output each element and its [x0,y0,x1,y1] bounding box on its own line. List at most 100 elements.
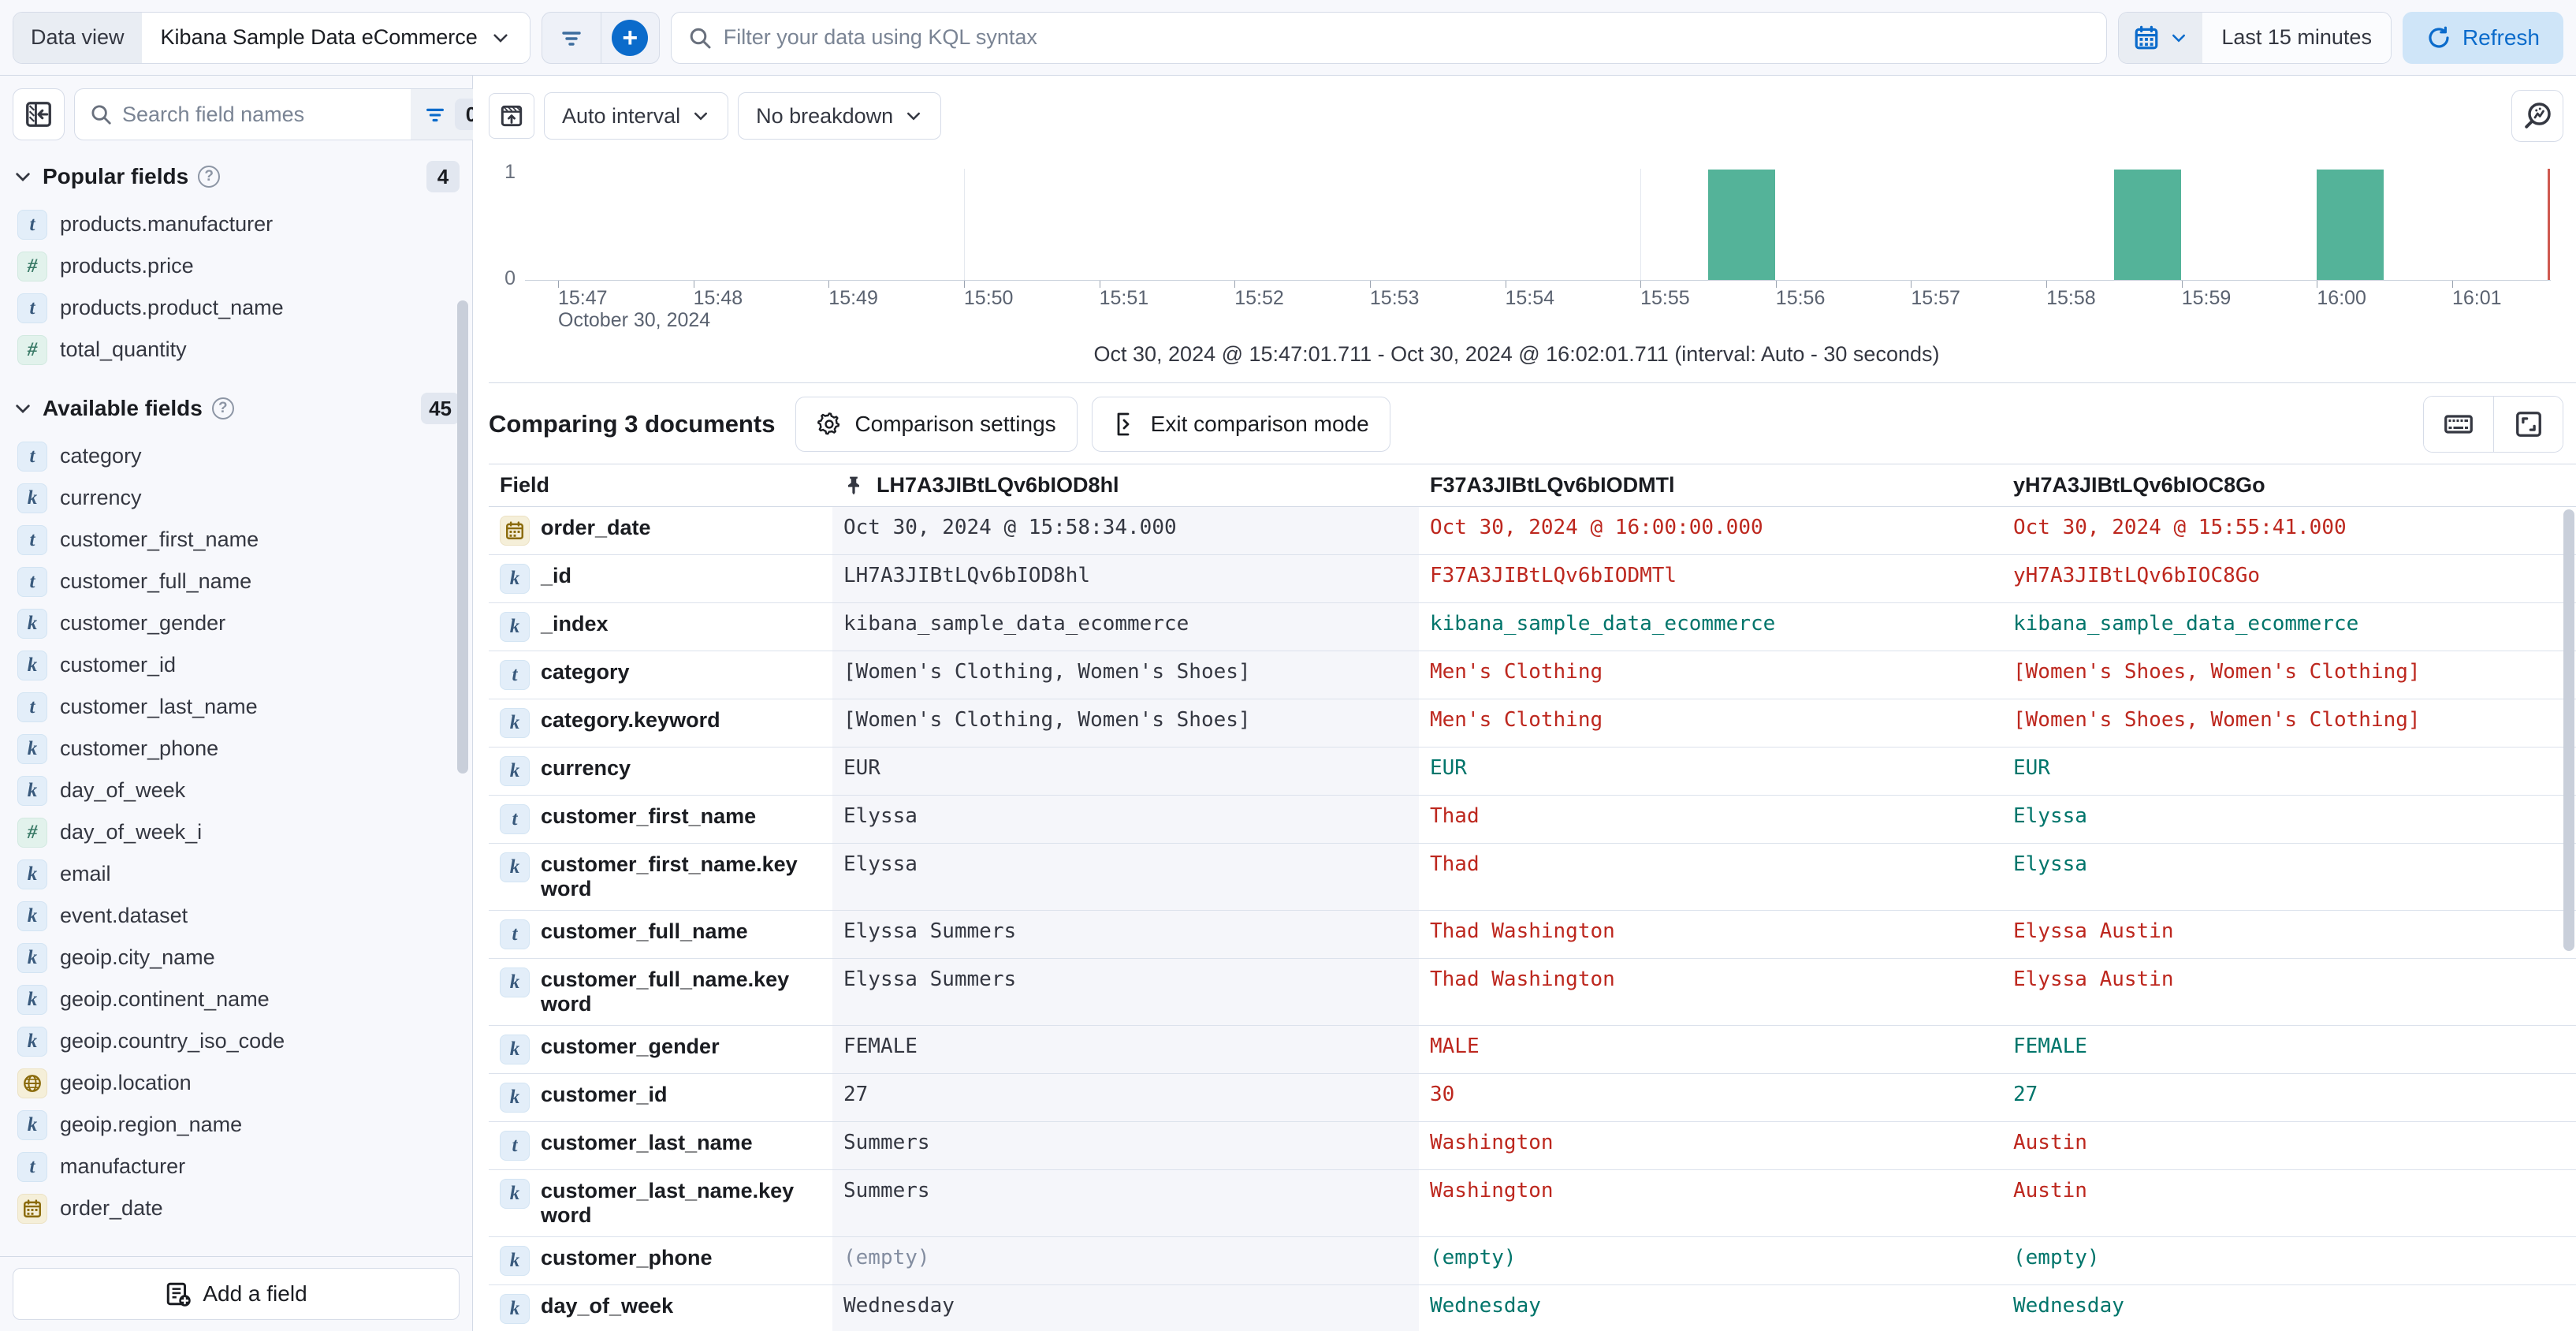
doc-cell[interactable]: EUR [2013,756,2050,780]
base-doc-cell[interactable]: (empty) [832,1237,1419,1284]
doc-cell[interactable]: Thad [1430,852,1480,876]
field-cell[interactable]: k customer_phone [489,1237,832,1284]
time-range-value[interactable]: Last 15 minutes [2202,12,2391,63]
filter-button[interactable] [542,13,601,63]
field-cell[interactable]: k customer_last_name.keyword [489,1170,832,1236]
field-cell[interactable]: k _index [489,603,832,651]
sidebar-field-item[interactable]: t customer_last_name [13,686,460,728]
field-cell[interactable]: t customer_full_name [489,911,832,958]
doc-cell[interactable]: Elyssa [2013,804,2087,828]
field-cell[interactable]: k customer_gender [489,1026,832,1073]
sidebar-field-item[interactable]: t category [13,435,460,477]
sidebar-field-item[interactable]: k currency [13,477,460,519]
base-doc-column-header[interactable]: LH7A3JIBtLQv6bIOD8hl [832,464,1419,506]
doc-cell[interactable]: yH7A3JIBtLQv6bIOC8Go [2013,564,2261,587]
doc-cell[interactable]: (empty) [2013,1246,2100,1269]
field-cell[interactable]: order_date [489,507,832,554]
sidebar-field-item[interactable]: k customer_id [13,644,460,686]
doc-cell[interactable]: Elyssa Austin [2013,919,2174,943]
doc-cell[interactable]: Oct 30, 2024 @ 16:00:00.000 [1430,516,1763,539]
sidebar-field-item[interactable]: # products.price [13,245,460,287]
popular-fields-section-header[interactable]: Popular fields ? 4 [13,155,460,199]
available-fields-section-header[interactable]: Available fields ? 45 [13,386,460,431]
comparison-settings-button[interactable]: Comparison settings [795,397,1078,452]
doc-cell[interactable]: [Women's Shoes, Women's Clothing] [2013,708,2421,732]
doc-cell[interactable]: 30 [1430,1083,1455,1106]
doc-cell[interactable]: Elyssa Austin [2013,967,2174,991]
data-view-select[interactable]: Kibana Sample Data eCommerce [141,12,530,63]
sidebar-field-item[interactable]: t manufacturer [13,1146,460,1187]
base-doc-cell[interactable]: Oct 30, 2024 @ 15:58:34.000 [832,507,1419,554]
field-cell[interactable]: k category.keyword [489,699,832,747]
field-cell[interactable]: k customer_id [489,1074,832,1121]
doc-cell[interactable]: FEMALE [2013,1035,2087,1058]
doc-cell[interactable]: Elyssa [2013,852,2087,876]
doc-cell[interactable]: (empty) [1430,1246,1517,1269]
base-doc-cell[interactable]: Summers [832,1122,1419,1169]
doc-column-header[interactable]: yH7A3JIBtLQv6bIOC8Go [2013,473,2265,497]
field-search-input[interactable] [122,102,401,127]
sidebar-field-item[interactable]: k geoip.continent_name [13,979,460,1020]
exit-comparison-button[interactable]: Exit comparison mode [1091,397,1390,452]
add-filter-button[interactable]: + [600,12,659,63]
field-column-header[interactable]: Field [500,473,550,497]
add-field-button[interactable]: Add a field [13,1268,460,1320]
doc-cell[interactable]: F37A3JIBtLQv6bIODMTl [1430,564,1677,587]
sidebar-field-item[interactable]: k customer_phone [13,728,460,770]
doc-cell[interactable]: Thad Washington [1430,919,1615,943]
field-cell[interactable]: t customer_first_name [489,796,832,843]
sidebar-field-item[interactable]: k geoip.region_name [13,1104,460,1146]
doc-cell[interactable]: MALE [1430,1035,1480,1058]
base-doc-cell[interactable]: LH7A3JIBtLQv6bIOD8hl [832,555,1419,602]
field-cell[interactable]: k customer_full_name.keyword [489,959,832,1025]
sidebar-field-item[interactable]: k email [13,853,460,895]
collapse-sidebar-button[interactable] [13,88,65,140]
doc-cell[interactable]: [Women's Shoes, Women's Clothing] [2013,660,2421,684]
base-doc-cell[interactable]: EUR [832,748,1419,795]
field-filter-icon[interactable] [423,103,447,126]
field-cell[interactable]: t category [489,651,832,699]
keyboard-shortcuts-button[interactable] [2424,397,2493,452]
doc-cell[interactable]: Wednesday [1430,1294,1541,1318]
sidebar-field-item[interactable]: k customer_gender [13,602,460,644]
kql-query-input[interactable] [723,25,2091,50]
base-doc-cell[interactable]: Elyssa [832,796,1419,843]
sidebar-field-item[interactable]: k day_of_week [13,770,460,811]
sidebar-scrollbar[interactable] [457,300,468,774]
doc-cell[interactable]: Wednesday [2013,1294,2124,1318]
histogram-bar[interactable] [2317,170,2384,280]
doc-cell[interactable]: EUR [1430,756,1467,780]
hide-chart-button[interactable] [489,93,534,139]
sidebar-field-item[interactable]: t products.manufacturer [13,203,460,245]
base-doc-cell[interactable]: [Women's Clothing, Women's Shoes] [832,651,1419,699]
sidebar-field-item[interactable]: t customer_full_name [13,561,460,602]
doc-cell[interactable]: Men's Clothing [1430,708,1603,732]
sidebar-field-item[interactable]: k geoip.country_iso_code [13,1020,460,1062]
sidebar-field-item[interactable]: order_date [13,1187,460,1229]
time-picker-calendar-button[interactable] [2119,12,2203,63]
base-doc-cell[interactable]: [Women's Clothing, Women's Shoes] [832,699,1419,747]
doc-cell[interactable]: Thad [1430,804,1480,828]
base-doc-cell[interactable]: Elyssa [832,844,1419,910]
doc-column-header[interactable]: F37A3JIBtLQv6bIODMTl [1430,473,1675,497]
base-doc-cell[interactable]: Elyssa Summers [832,959,1419,1025]
base-doc-cell[interactable]: Summers [832,1170,1419,1236]
doc-cell[interactable]: kibana_sample_data_ecommerce [2013,612,2359,636]
field-cell[interactable]: k day_of_week [489,1285,832,1331]
histogram-chart[interactable]: 1 0 15:47 15:48 15:49 15:50 15:51 15:52 15:53 1… [489,161,2576,334]
base-doc-cell[interactable]: kibana_sample_data_ecommerce [832,603,1419,651]
doc-cell[interactable]: kibana_sample_data_ecommerce [1430,612,1776,636]
doc-cell[interactable]: Washington [1430,1179,1554,1202]
doc-cell[interactable]: 27 [2013,1083,2038,1106]
table-scrollbar[interactable] [2563,509,2574,951]
sidebar-field-item[interactable]: geoip.location [13,1062,460,1104]
edit-visualization-button[interactable] [2511,90,2563,142]
doc-cell[interactable]: Oct 30, 2024 @ 15:55:41.000 [2013,516,2347,539]
sidebar-field-item[interactable]: # total_quantity [13,329,460,371]
base-doc-cell[interactable]: 27 [832,1074,1419,1121]
base-doc-cell[interactable]: FEMALE [832,1026,1419,1073]
doc-cell[interactable]: Washington [1430,1131,1554,1154]
sidebar-field-item[interactable]: k event.dataset [13,895,460,937]
sidebar-field-item[interactable]: k geoip.city_name [13,937,460,979]
field-cell[interactable]: t customer_last_name [489,1122,832,1169]
